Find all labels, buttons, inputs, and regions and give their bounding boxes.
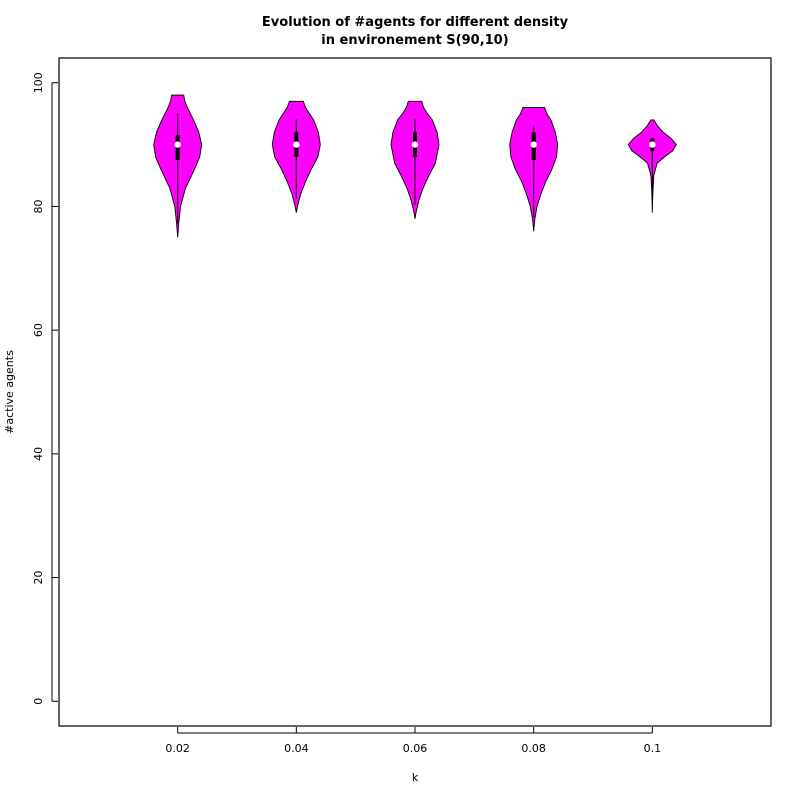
y-tick-label: 60 bbox=[32, 323, 45, 337]
y-axis: 0 20 40 60 80 100 bbox=[32, 72, 58, 705]
violins bbox=[153, 94, 677, 238]
x-tick-label: 0.08 bbox=[521, 742, 546, 755]
x-tick-label: 0.06 bbox=[403, 742, 428, 755]
y-tick-label: 80 bbox=[32, 199, 45, 213]
plot-frame bbox=[58, 57, 772, 727]
x-axis: 0.02 0.04 0.06 0.08 0.1 bbox=[165, 727, 661, 755]
x-tick-label: 0.1 bbox=[644, 742, 662, 755]
chart-title-line-2: in environement S(90,10) bbox=[321, 33, 508, 48]
violin-median bbox=[411, 141, 419, 148]
y-tick-label: 20 bbox=[32, 571, 45, 585]
x-tick-label: 0.04 bbox=[284, 742, 309, 755]
chart-title-line-1: Evolution of #agents for different densi… bbox=[262, 15, 569, 30]
y-axis-label: #active agents bbox=[3, 350, 16, 434]
violin-median bbox=[530, 141, 537, 148]
violin-median bbox=[174, 141, 181, 148]
y-tick-label: 40 bbox=[32, 447, 45, 461]
violin-median bbox=[649, 141, 656, 148]
x-tick-label: 0.02 bbox=[165, 742, 190, 755]
violin-median bbox=[293, 141, 300, 148]
y-tick-label: 0 bbox=[32, 698, 45, 705]
y-tick-label: 100 bbox=[32, 72, 45, 93]
x-axis-label: k bbox=[412, 771, 419, 784]
